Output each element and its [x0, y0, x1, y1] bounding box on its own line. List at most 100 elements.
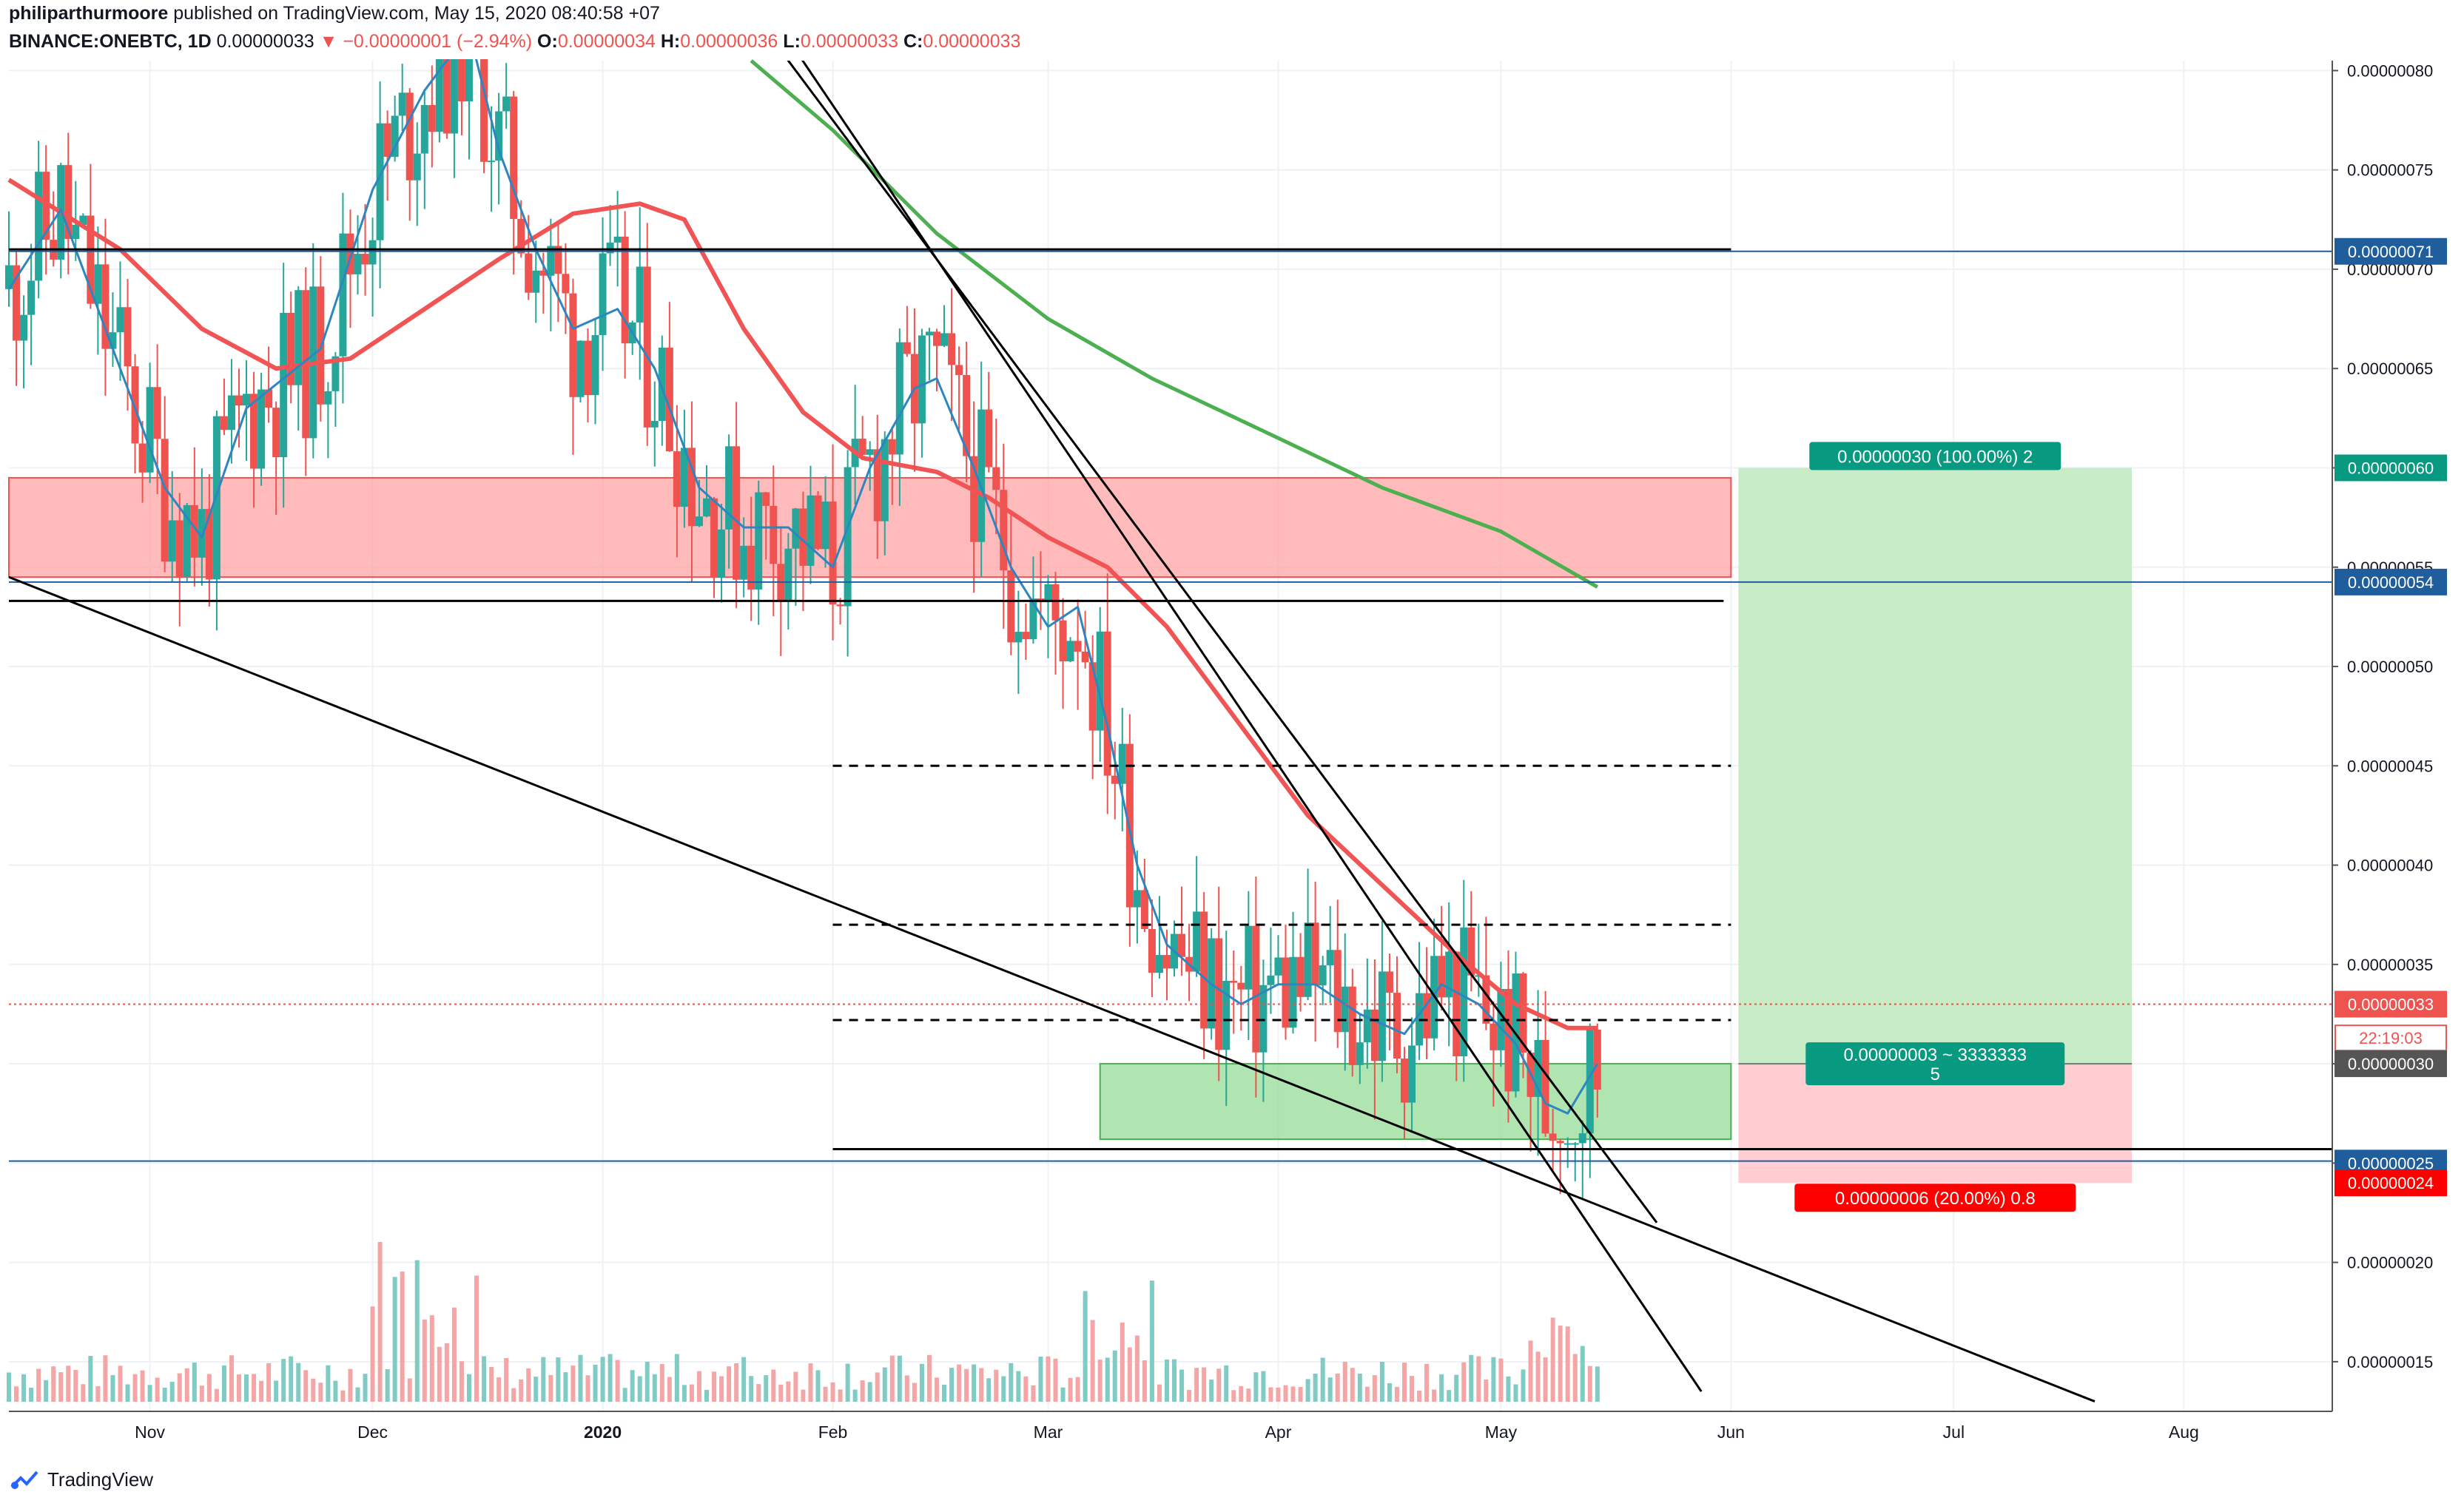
candle-body — [324, 391, 332, 405]
candle-body — [331, 356, 340, 391]
volume-bar — [296, 1363, 301, 1402]
price-label-text: 0.00000054 — [2348, 573, 2434, 592]
time-tick-label: Apr — [1265, 1422, 1292, 1442]
candle-body — [87, 215, 95, 304]
price-label-box — [2335, 990, 2447, 1018]
candle-body — [584, 340, 592, 396]
open-value: 0.00000034 — [557, 31, 656, 52]
low-label: L: — [783, 31, 801, 52]
volume-bar — [1528, 1340, 1533, 1402]
volume-bar — [1432, 1389, 1437, 1402]
volume-bar — [1172, 1359, 1177, 1402]
volume-bar — [1461, 1362, 1467, 1402]
support-zone — [1099, 1063, 1732, 1141]
volume-bar — [1379, 1361, 1384, 1402]
candle-body — [212, 416, 221, 580]
price-change: ▼ −0.00000001 (−2.94%) — [319, 31, 533, 52]
volume-bar — [1090, 1320, 1095, 1402]
candle-body — [488, 161, 496, 163]
candle-body — [770, 505, 778, 564]
time-tick-label: 2020 — [584, 1422, 622, 1442]
candle-body — [1178, 934, 1186, 957]
candle-body — [1438, 956, 1446, 998]
candle-body — [1549, 1133, 1557, 1141]
candle-body — [762, 492, 770, 506]
volume-bar — [1142, 1360, 1147, 1402]
candle-body — [294, 290, 303, 385]
volume-bar — [281, 1359, 286, 1402]
close-label: C: — [903, 31, 923, 52]
candle-body — [576, 340, 585, 397]
candle-body — [740, 545, 748, 580]
volume-bar — [1372, 1375, 1377, 1402]
price-label-text: 0.00000030 — [2348, 1055, 2434, 1073]
volume-bar — [318, 1383, 323, 1402]
volume-bar — [823, 1386, 828, 1402]
volume-bar — [585, 1375, 590, 1402]
volume-bar — [7, 1372, 11, 1402]
volume-bar — [1550, 1317, 1555, 1402]
volume-bar — [236, 1374, 241, 1402]
volume-bar — [221, 1365, 226, 1402]
volume-bar — [897, 1355, 902, 1402]
price-label-text: 0.00000071 — [2348, 243, 2434, 261]
tradingview-logo[interactable]: TradingView — [10, 1468, 153, 1491]
price-label: 0.00000030 — [2335, 1050, 2447, 1078]
volume-bar — [1016, 1371, 1021, 1402]
author-name[interactable]: philiparthurmoore — [9, 3, 169, 24]
volume-bar — [860, 1380, 865, 1402]
price-label: 0.00000060 — [2335, 454, 2447, 482]
candle-body — [450, 0, 458, 134]
price-label: 0.00000033 — [2335, 990, 2447, 1018]
tradingview-icon — [10, 1471, 38, 1489]
volume-bar — [214, 1388, 219, 1402]
candle-body — [198, 509, 206, 558]
candle-body — [183, 504, 191, 577]
volume-bar — [392, 1277, 397, 1402]
candle-body — [116, 307, 124, 333]
volume-bar — [66, 1365, 71, 1402]
stop-label-text: 0.00000006 (20.00%) 0.8 — [1835, 1189, 2036, 1209]
volume-bar — [303, 1370, 309, 1402]
candle-body — [1267, 975, 1275, 985]
price-label-box — [2335, 568, 2447, 595]
candle-body — [1148, 928, 1156, 973]
symbol-label[interactable]: BINANCE:ONEBTC, 1D — [9, 31, 212, 52]
volume-bar — [1357, 1373, 1362, 1402]
time-tick-label: Aug — [2169, 1422, 2199, 1442]
volume-bar — [289, 1356, 294, 1402]
volume-bar — [1543, 1357, 1548, 1402]
price-label: 0.00000024 — [2335, 1169, 2447, 1197]
volume-bar — [696, 1371, 701, 1402]
volume-bar — [1558, 1326, 1563, 1402]
volume-bar — [756, 1384, 761, 1402]
volume-bar — [1476, 1356, 1481, 1402]
price-label-text: 0.00000033 — [2348, 996, 2434, 1014]
candle-body — [1593, 1029, 1601, 1090]
candle-body — [1222, 980, 1231, 1050]
candle-body — [1311, 922, 1319, 986]
volume-bar — [58, 1372, 64, 1402]
volume-bar — [578, 1354, 583, 1402]
candle-body — [1482, 975, 1490, 1024]
volume-bar — [1083, 1291, 1088, 1402]
candle-body — [747, 545, 755, 590]
volume-bar — [912, 1383, 917, 1402]
candle-body — [79, 215, 87, 225]
price-chart[interactable]: 0.00000030 (100.00%) 2 0.00000003 ~ 33333… — [0, 0, 2464, 1448]
volume-bar — [429, 1315, 434, 1402]
trendline — [801, 61, 1703, 1392]
candle-body — [1304, 922, 1312, 997]
candle-body — [361, 254, 369, 265]
price-tick-label: 0.00000080 — [2347, 61, 2433, 80]
candle-body — [1259, 985, 1268, 1053]
volume-bar — [1469, 1354, 1474, 1402]
candle-body — [1111, 775, 1119, 784]
volume-bar — [21, 1374, 27, 1402]
candle-body — [925, 331, 933, 336]
volume-bar — [132, 1374, 138, 1402]
volume-bar — [422, 1319, 427, 1402]
candle-body — [539, 270, 548, 276]
volume-bar — [749, 1376, 754, 1402]
volume-bar — [340, 1390, 346, 1402]
